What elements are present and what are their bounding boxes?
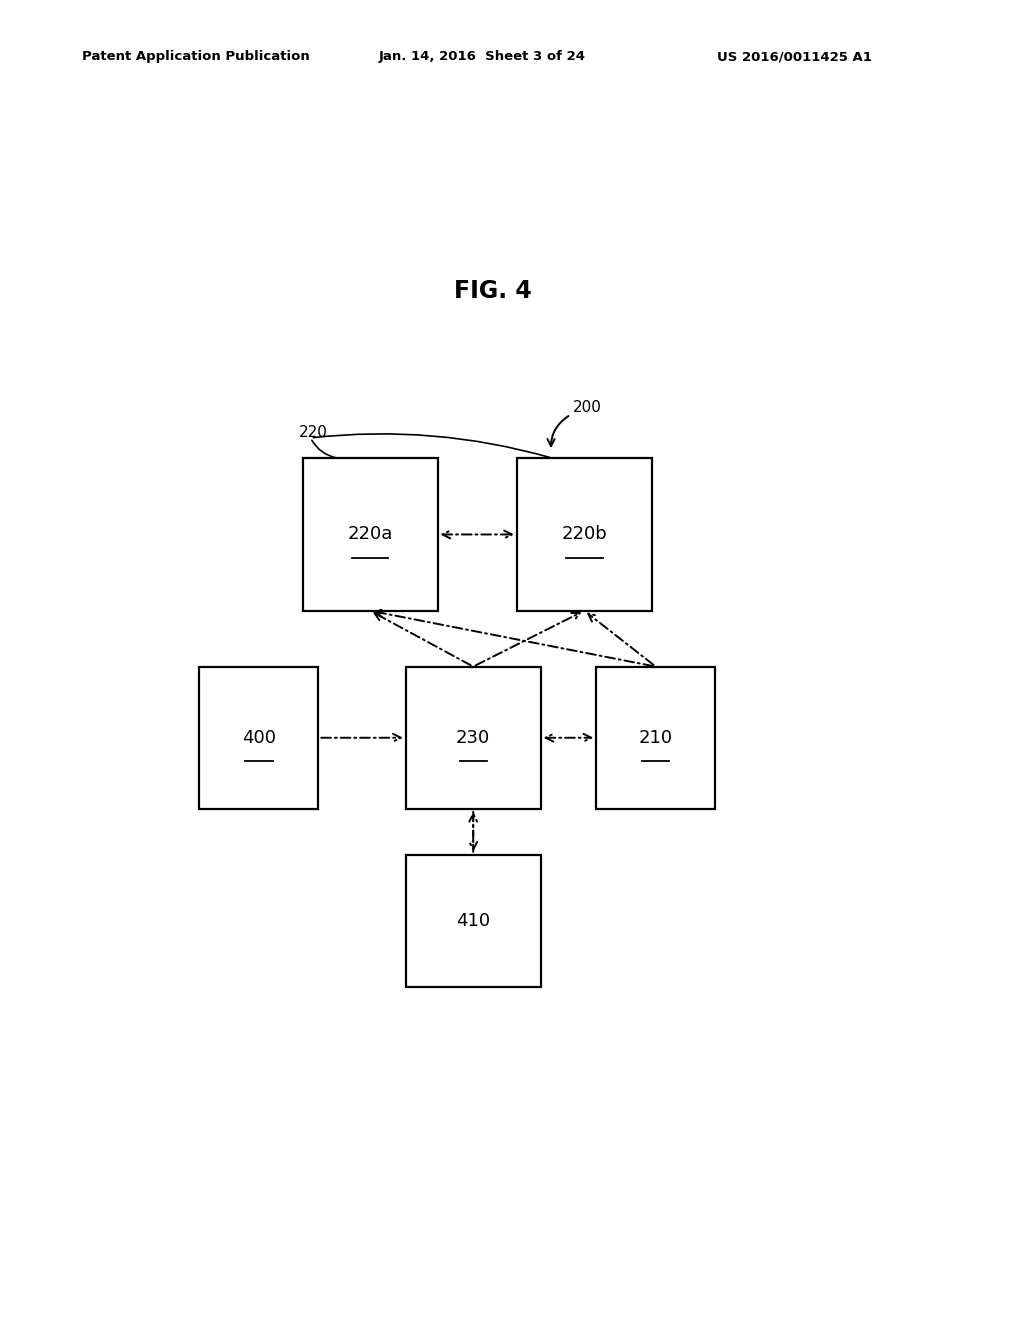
Text: Patent Application Publication: Patent Application Publication <box>82 50 309 63</box>
FancyBboxPatch shape <box>406 667 541 809</box>
FancyBboxPatch shape <box>303 458 437 611</box>
FancyBboxPatch shape <box>517 458 652 611</box>
Text: Jan. 14, 2016  Sheet 3 of 24: Jan. 14, 2016 Sheet 3 of 24 <box>379 50 586 63</box>
FancyBboxPatch shape <box>596 667 715 809</box>
Text: 220b: 220b <box>561 525 607 544</box>
Text: 230: 230 <box>456 729 490 747</box>
Text: 400: 400 <box>242 729 275 747</box>
Text: FIG. 4: FIG. 4 <box>455 279 531 302</box>
Text: 220: 220 <box>299 425 328 441</box>
Text: 200: 200 <box>572 400 601 414</box>
Text: US 2016/0011425 A1: US 2016/0011425 A1 <box>717 50 871 63</box>
Text: 220a: 220a <box>347 525 393 544</box>
Text: 210: 210 <box>639 729 673 747</box>
FancyBboxPatch shape <box>406 854 541 987</box>
Text: 410: 410 <box>456 912 490 929</box>
FancyBboxPatch shape <box>200 667 318 809</box>
